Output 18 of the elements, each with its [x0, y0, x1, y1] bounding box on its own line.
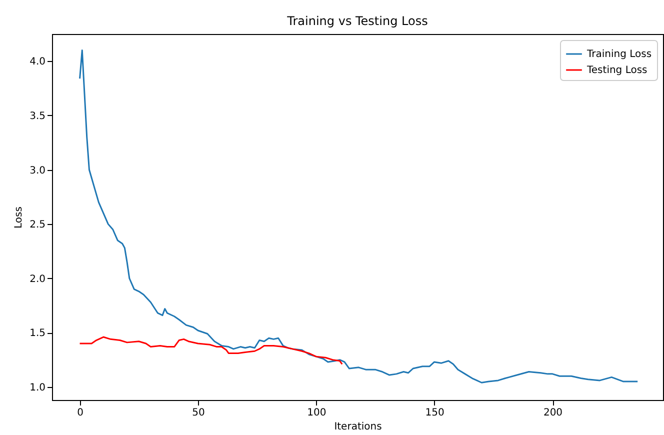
y-axis-title: Loss	[14, 206, 25, 228]
legend-label: Testing Loss	[586, 65, 648, 76]
x-axis-title: Iterations	[334, 422, 382, 432]
chart-title: Training vs Testing Loss	[286, 14, 428, 28]
line-series	[79, 336, 343, 365]
y-tick-label: 2.0	[30, 274, 46, 285]
x-tick-label: 50	[192, 408, 205, 418]
y-tick-label: 4.0	[30, 56, 46, 68]
y-tick-label: 2.5	[30, 220, 46, 231]
x-tick-label: 0	[77, 408, 84, 418]
y-tick-label: 1.5	[30, 328, 46, 340]
y-tick-label: 1.0	[30, 382, 46, 394]
x-tick-label: 100	[307, 408, 326, 418]
x-tick-label: 150	[425, 408, 444, 418]
y-tick-label: 3.0	[30, 165, 46, 176]
y-tick-label: 3.5	[30, 110, 46, 122]
x-tick-label: 200	[543, 408, 563, 418]
legend-label: Training Loss	[586, 49, 652, 60]
